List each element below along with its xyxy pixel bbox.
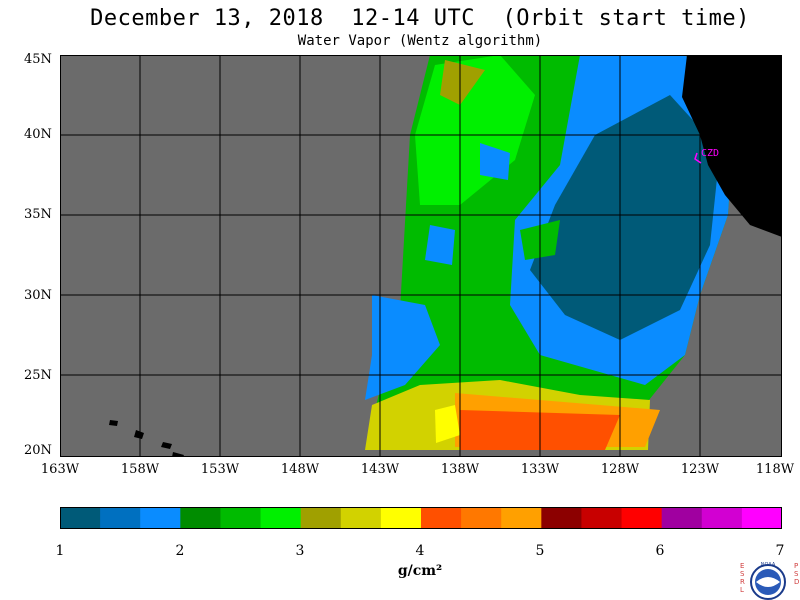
colorbar-swatch [300, 507, 342, 529]
lon-label-128w: 128W [600, 462, 640, 477]
colorbar-swatch [701, 507, 743, 529]
california-coast-land [682, 55, 782, 237]
colorbar-swatch [581, 507, 623, 529]
colorbar-swatch [380, 507, 422, 529]
lon-label-153w: 153W [200, 462, 240, 477]
lon-label-123w: 123W [680, 462, 720, 477]
station-label-czd: CZD [701, 148, 719, 159]
lat-label-30n: 30N [24, 288, 52, 303]
water-vapor-map: CZD [60, 55, 782, 457]
lon-label-148w: 148W [280, 462, 320, 477]
noaa-logo-bird [756, 577, 780, 587]
swath-olive-patch [440, 60, 485, 105]
swath-blue-patch-a [480, 143, 510, 180]
colorbar-swatch [260, 507, 302, 529]
noaa-logo-text: NOAA [761, 562, 776, 568]
colorbar-swatch [501, 507, 542, 529]
lon-label-138w: 138W [440, 462, 480, 477]
colorbar-swatch [741, 507, 782, 529]
colorbar-swatch [100, 507, 141, 529]
lon-label-163w: 163W [40, 462, 80, 477]
colorbar-tick-7: 7 [775, 543, 785, 559]
lat-label-25n: 25N [24, 368, 52, 383]
colorbar-swatch [421, 507, 462, 529]
lon-label-133w: 133W [520, 462, 560, 477]
hawaii-island-1 [109, 420, 118, 426]
hawaii-island-2 [134, 430, 144, 439]
colorbar-tick-2: 2 [175, 543, 185, 559]
colorbar-swatch [220, 507, 262, 529]
colorbar-tick-1: 1 [55, 543, 65, 559]
colorbar-swatch [340, 507, 382, 529]
lat-label-40n: 40N [24, 127, 52, 142]
colorbar-tick-5: 5 [535, 543, 545, 559]
colorbar-units: g/cm² [397, 563, 443, 579]
colorbar-swatch [140, 507, 181, 529]
swath-data [365, 55, 735, 450]
lat-label-45n: 45N [24, 52, 52, 67]
map-subtitle: Water Vapor (Wentz algorithm) [297, 33, 543, 49]
station-marker [694, 152, 702, 164]
swath-yellow-patch [435, 405, 460, 443]
colorbar-tick-6: 6 [655, 543, 665, 559]
lon-label-158w: 158W [120, 462, 160, 477]
colorbar-swatches [60, 507, 782, 529]
colorbar [60, 507, 782, 529]
swath-blue-patch-b [425, 225, 455, 265]
map-title: December 13, 2018 12-14 UTC (Orbit start… [90, 6, 750, 31]
colorbar-tick-4: 4 [415, 543, 425, 559]
colorbar-swatch [661, 507, 703, 529]
lon-label-143w: 143W [360, 462, 400, 477]
swath-blue-west [365, 295, 440, 400]
colorbar-swatch [541, 507, 582, 529]
hawaii-island-4 [172, 452, 184, 457]
swath-dark-blue-core [530, 95, 720, 340]
colorbar-swatch [621, 507, 663, 529]
colorbar-tick-3: 3 [295, 543, 305, 559]
colorbar-swatch [461, 507, 502, 529]
lon-label-118w: 118W [755, 462, 795, 477]
lat-label-35n: 35N [24, 207, 52, 222]
lat-label-20n: 20N [24, 443, 52, 458]
map-border [60, 55, 782, 457]
graticule [60, 55, 782, 457]
colorbar-swatch [60, 507, 101, 529]
colorbar-swatch [180, 507, 221, 529]
hawaii-island-3 [161, 442, 172, 449]
colorbar-border [60, 507, 782, 529]
